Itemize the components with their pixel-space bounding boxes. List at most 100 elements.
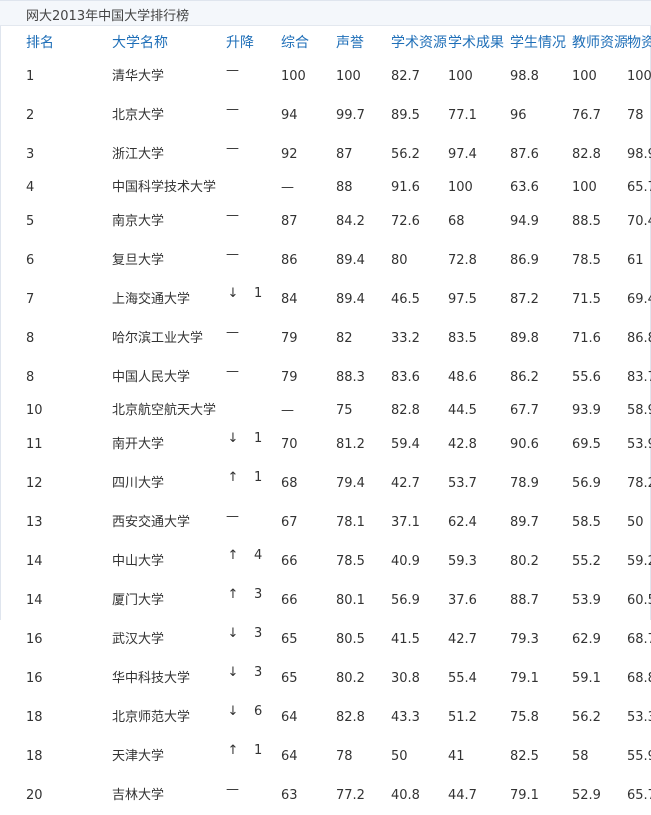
rank-change-cell: — bbox=[226, 503, 281, 542]
students-cell: 90.6 bbox=[510, 436, 539, 452]
academic-resources-cell: 33.2 bbox=[391, 330, 420, 346]
header-university-name[interactable]: 大学名称 bbox=[112, 35, 168, 51]
overall-cell: 66 bbox=[281, 592, 298, 608]
faculty-resources-cell: 82.8 bbox=[572, 146, 601, 162]
rank-change: ↓ 1 bbox=[226, 280, 281, 308]
faculty-resources-cell: 88.5 bbox=[572, 213, 601, 229]
table-row: 13 西安交通大学 — 67 78.1 37.1 62.4 89.7 58.5 50 bbox=[0, 503, 651, 542]
header-academic-output[interactable]: 学术成果 bbox=[448, 35, 504, 51]
material-resources-cell: 55.9 bbox=[627, 748, 651, 764]
university-name-cell: 哈尔滨工业大学 bbox=[112, 330, 204, 346]
students-cell: 79.1 bbox=[510, 787, 539, 803]
rank-cell: 16 bbox=[26, 670, 43, 686]
dash-icon: — bbox=[226, 782, 239, 797]
table-row: 8 中国人民大学 — 79 88.3 83.6 48.6 86.2 55.6 83.7 bbox=[0, 358, 651, 397]
academic-resources-cell: 40.8 bbox=[391, 787, 420, 803]
dash-icon: — bbox=[226, 208, 239, 223]
students-cell: 100 bbox=[572, 180, 597, 195]
university-name-cell: 复旦大学 bbox=[112, 252, 165, 268]
rank-cell: 14 bbox=[26, 592, 43, 608]
faculty-resources-cell: 100 bbox=[572, 68, 597, 84]
overall-cell: 65 bbox=[281, 670, 298, 686]
university-name-cell: 北京航空航天大学 bbox=[112, 403, 217, 418]
table-row: 2 北京大学 — 94 99.7 89.5 77.1 96 76.7 78 bbox=[0, 96, 651, 135]
rank-change: — bbox=[226, 319, 281, 347]
academic-output-cell: 48.6 bbox=[448, 369, 477, 385]
rank-change-cell: — bbox=[226, 319, 281, 358]
students-cell: 86.2 bbox=[510, 369, 539, 385]
reputation-cell: 82.8 bbox=[336, 709, 365, 725]
academic-resources-cell: 42.7 bbox=[391, 475, 420, 491]
faculty-resources-cell: 55.6 bbox=[572, 369, 601, 385]
faculty-resources-cell: 55.2 bbox=[572, 553, 601, 569]
faculty-resources-cell: 58.9 bbox=[627, 403, 651, 418]
rank-change: — bbox=[226, 202, 281, 230]
faculty-resources-cell: 52.9 bbox=[572, 787, 601, 803]
rank-cell: 10 bbox=[26, 403, 43, 418]
rank-cell: 11 bbox=[26, 436, 43, 452]
material-resources-cell: 65.7 bbox=[627, 787, 651, 803]
header-rank[interactable]: 排名 bbox=[26, 35, 54, 51]
rank-change-cell: — bbox=[226, 358, 281, 397]
header-reputation[interactable]: 声誉 bbox=[336, 35, 364, 51]
dash-icon: — bbox=[226, 102, 239, 117]
rank-change-amount: 3 bbox=[254, 626, 263, 641]
dash-icon: — bbox=[226, 63, 239, 78]
rank-cell: 2 bbox=[26, 107, 35, 123]
reputation-cell: 78.5 bbox=[336, 553, 365, 569]
header-students[interactable]: 学生情况 bbox=[510, 35, 566, 51]
reputation-cell: 81.2 bbox=[336, 436, 365, 452]
university-name-cell: 中国人民大学 bbox=[112, 369, 191, 385]
rank-cell: 8 bbox=[26, 369, 35, 385]
academic-resources-cell: 100 bbox=[448, 180, 473, 195]
rank-cell: 18 bbox=[26, 748, 43, 764]
academic-output-cell: 77.1 bbox=[448, 107, 477, 123]
header-academic-resources[interactable]: 学术资源 bbox=[391, 35, 447, 51]
students-cell: 89.8 bbox=[510, 330, 539, 346]
arrow-down-icon: ↓ bbox=[227, 431, 239, 446]
overall-cell: 84 bbox=[281, 291, 298, 307]
academic-output-cell: 42.7 bbox=[448, 631, 477, 647]
header-material-resources[interactable]: 物资资 bbox=[627, 35, 651, 51]
header-overall[interactable]: 综合 bbox=[281, 35, 309, 51]
faculty-resources-cell: 56.9 bbox=[572, 475, 601, 491]
academic-output-cell: 41 bbox=[448, 748, 465, 764]
rank-change: — bbox=[226, 96, 281, 124]
material-resources-cell: 78 bbox=[627, 107, 644, 123]
students-cell: 79.1 bbox=[510, 670, 539, 686]
rank-cell: 14 bbox=[26, 553, 43, 569]
reputation-cell: 82.8 bbox=[391, 403, 420, 418]
rank-cell: 16 bbox=[26, 631, 43, 647]
rank-change-cell: — bbox=[226, 776, 281, 815]
academic-resources-cell: 59.4 bbox=[391, 436, 420, 452]
rank-change: — bbox=[226, 358, 281, 386]
university-name-cell: 浙江大学 bbox=[112, 146, 165, 162]
header-rank-change[interactable]: 升降 bbox=[226, 35, 254, 51]
rank-change-cell: ↓ 3 bbox=[226, 620, 281, 659]
rank-change: ↓ 3 bbox=[226, 620, 281, 648]
reputation-cell: 82 bbox=[336, 330, 353, 346]
arrow-up-icon: ↑ bbox=[227, 548, 239, 563]
academic-output-cell: 100 bbox=[448, 68, 473, 84]
material-resources-cell: 70.4 bbox=[627, 213, 651, 229]
overall-cell: 63 bbox=[281, 787, 298, 803]
faculty-resources-cell: 53.9 bbox=[572, 592, 601, 608]
material-resources-cell: 60.5 bbox=[627, 592, 651, 608]
academic-resources-cell: 82.7 bbox=[391, 68, 420, 84]
overall-cell: 100 bbox=[281, 68, 306, 84]
header-faculty-resources[interactable]: 教师资源 bbox=[572, 35, 627, 51]
overall-cell: 66 bbox=[281, 553, 298, 569]
rank-cell: 3 bbox=[26, 146, 35, 162]
academic-resources-cell: 44.5 bbox=[448, 403, 477, 418]
academic-resources-cell: 43.3 bbox=[391, 709, 420, 725]
overall-cell: 64 bbox=[281, 709, 298, 725]
academic-output-cell: 37.6 bbox=[448, 592, 477, 608]
rank-change: ↓ 3 bbox=[226, 659, 281, 687]
students-cell: 87.2 bbox=[510, 291, 539, 307]
table-header-row: 排名 大学名称 升降 综合 声誉 学术资源 学术成果 学生情况 教师资源 物资资 bbox=[0, 29, 651, 57]
university-name-cell: 厦门大学 bbox=[112, 592, 165, 608]
